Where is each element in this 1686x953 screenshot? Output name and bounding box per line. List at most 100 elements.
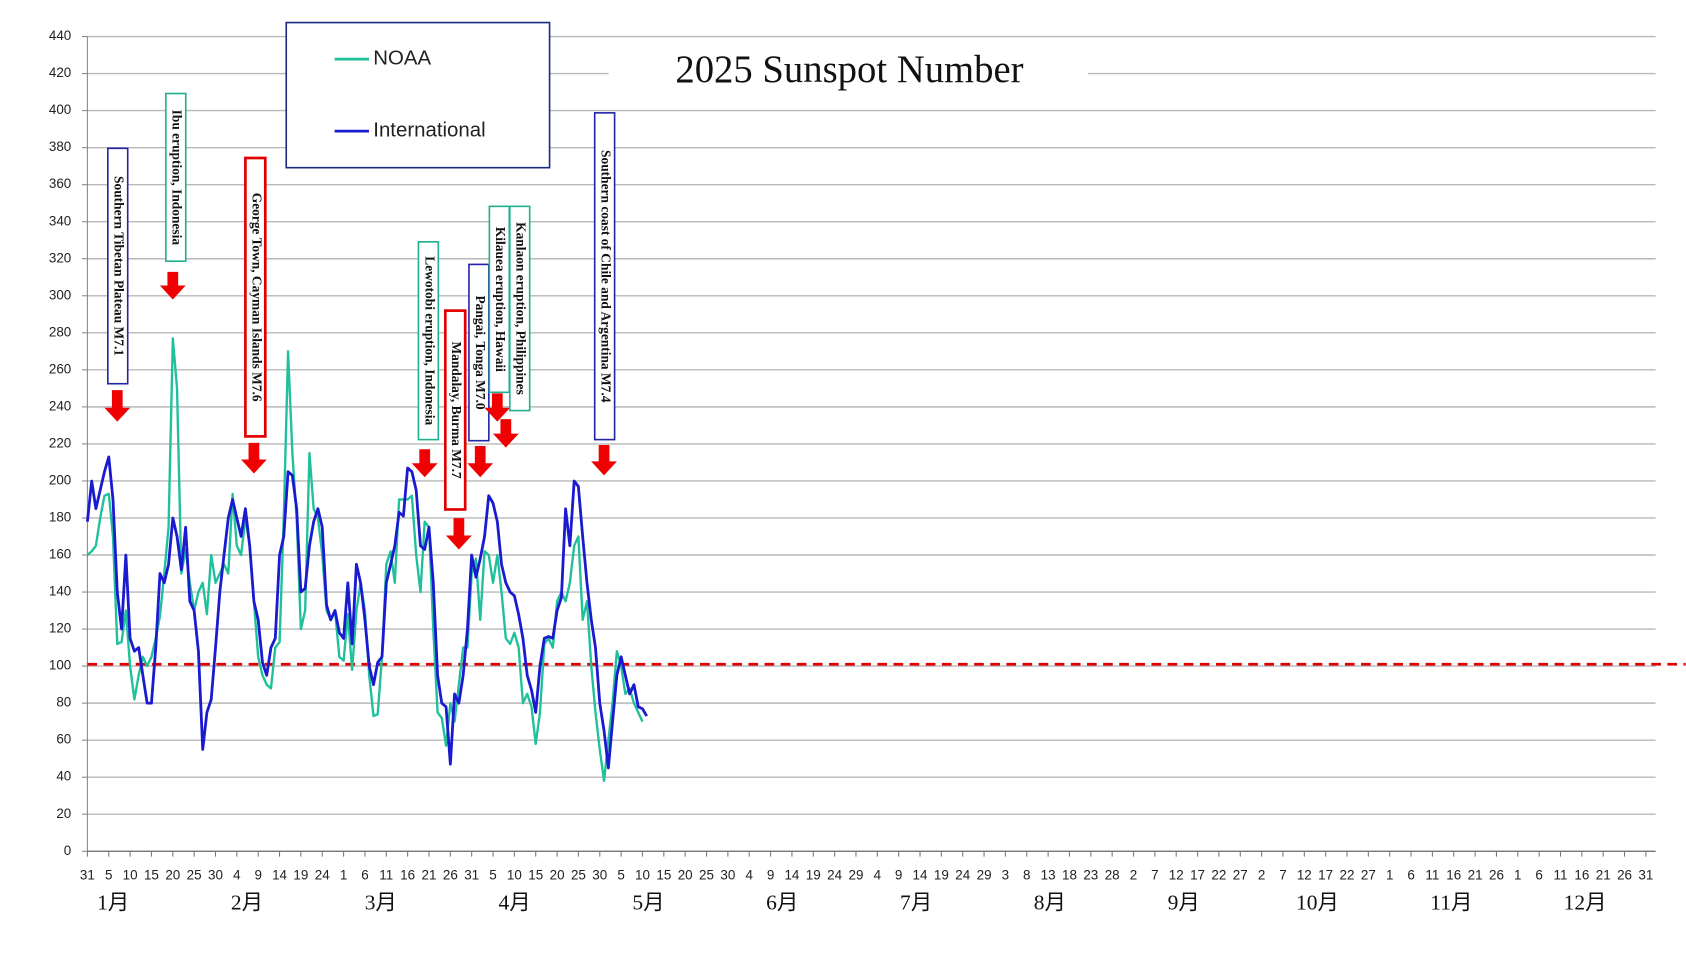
annotation-text: Mandalay, Burma M7.7 [449, 341, 464, 478]
y-tick-label: 280 [49, 324, 71, 339]
month-label: 6月 [766, 890, 798, 914]
x-tick-label: 23 [1083, 868, 1098, 883]
x-tick-label: 26 [1489, 868, 1504, 883]
annotation-arrow [241, 442, 267, 474]
annotation-arrow [484, 393, 511, 422]
annotation-text: Kanlaon eruption, Philippines [514, 222, 529, 395]
x-tick-label: 22 [1340, 868, 1355, 883]
x-tick-label: 12 [1297, 868, 1312, 883]
annotation-arrow [492, 419, 519, 448]
x-tick-label: 4 [874, 868, 882, 883]
x-tick-label: 6 [1407, 868, 1414, 883]
x-tick-label: 7 [1279, 868, 1286, 883]
y-tick-label: 260 [49, 361, 71, 376]
y-tick-label: 40 [56, 769, 71, 784]
x-tick-label: 21 [1468, 868, 1483, 883]
x-tick-label: 28 [1105, 868, 1120, 883]
x-tick-label: 1 [1386, 868, 1393, 883]
x-tick-label: 24 [315, 868, 330, 883]
x-tick-label: 10 [123, 868, 138, 883]
x-tick-label: 19 [806, 868, 821, 883]
x-tick-label: 20 [550, 868, 565, 883]
x-tick-label: 24 [827, 868, 842, 883]
y-tick-label: 120 [49, 621, 71, 636]
x-tick-label: 14 [913, 868, 928, 883]
annotation-text: Lewotobi eruption, Indonesia [422, 256, 437, 425]
annotation-arrow [591, 444, 617, 476]
x-tick-label: 19 [293, 868, 308, 883]
y-tick-label: 300 [49, 287, 71, 302]
y-tick-label: 340 [49, 213, 71, 228]
x-tick-label: 2 [1258, 868, 1265, 883]
x-tick-label: 20 [165, 868, 180, 883]
month-label: 2月 [231, 890, 263, 914]
y-tick-label: 140 [49, 584, 71, 599]
annotation-box [593, 112, 616, 441]
x-tick-label: 5 [105, 868, 112, 883]
month-label: 8月 [1034, 890, 1066, 914]
x-tick-label: 9 [254, 868, 261, 883]
annotation-text: Southern Tibetan Plateau M7.1 [112, 176, 127, 356]
month-label: 5月 [632, 890, 664, 914]
x-tick-label: 31 [80, 868, 95, 883]
legend-label: NOAA [373, 48, 431, 70]
x-tick-label: 11 [1425, 868, 1439, 883]
x-tick-label: 17 [1318, 868, 1333, 883]
annotation-arrow [467, 446, 494, 478]
x-tick-label: 24 [955, 868, 970, 883]
x-tick-label: 17 [1190, 868, 1205, 883]
y-tick-label: 160 [49, 547, 71, 562]
y-tick-label: 220 [49, 435, 71, 450]
annotation-box [508, 205, 531, 412]
x-tick-label: 30 [208, 868, 223, 883]
x-tick-label: 30 [592, 868, 607, 883]
annotation-text: Pangai, Tonga M7.0 [473, 295, 488, 409]
x-tick-label: 14 [784, 868, 799, 883]
x-tick-label: 6 [1535, 868, 1542, 883]
annotation-box [107, 147, 129, 385]
annotation-arrow [411, 449, 438, 478]
annotation-text: Ibu eruption, Indonesia [170, 110, 185, 246]
y-tick-label: 240 [49, 398, 71, 413]
annotation-text: Kilauea eruption, Hawaii [493, 227, 508, 372]
title-background [608, 49, 1089, 102]
x-tick-label: 30 [720, 868, 735, 883]
month-label: 9月 [1168, 890, 1200, 914]
x-tick-label: 21 [1596, 868, 1611, 883]
x-tick-label: 31 [1638, 868, 1653, 883]
x-tick-label: 15 [144, 868, 159, 883]
annotation-arrow [104, 390, 131, 422]
grid [82, 35, 1656, 857]
annotation-text: Southern coast of Chile and Argentina M7… [599, 150, 614, 403]
y-tick-label: 20 [56, 806, 71, 821]
x-tick-label: 19 [934, 868, 949, 883]
x-tick-label: 25 [187, 868, 202, 883]
y-tick-label: 60 [56, 732, 71, 747]
month-label: 11月 [1430, 890, 1472, 914]
y-tick-label: 180 [49, 510, 71, 525]
series-line [86, 455, 648, 770]
x-tick-label: 6 [361, 868, 368, 883]
x-tick-label: 10 [507, 868, 522, 883]
x-tick-label: 1 [1514, 868, 1521, 883]
month-label: 3月 [365, 890, 397, 914]
x-tick-label: 25 [699, 868, 714, 883]
y-tick-label: 80 [56, 695, 71, 710]
x-tick-label: 16 [1446, 868, 1461, 883]
x-tick-label: 14 [272, 868, 287, 883]
y-tick-label: 100 [49, 658, 71, 673]
annotation-box [165, 92, 187, 262]
x-tick-label: 13 [1041, 868, 1056, 883]
y-tick-label: 200 [49, 472, 71, 487]
y-tick-label: 380 [49, 139, 71, 154]
y-tick-label: 420 [49, 65, 71, 80]
x-tick-label: 8 [1023, 868, 1030, 883]
x-tick-label: 18 [1062, 868, 1077, 883]
x-tick-label: 5 [617, 868, 624, 883]
series-line [86, 337, 644, 783]
x-tick-label: 9 [767, 868, 774, 883]
x-tick-label: 26 [1617, 868, 1632, 883]
x-tick-label: 11 [379, 868, 393, 883]
